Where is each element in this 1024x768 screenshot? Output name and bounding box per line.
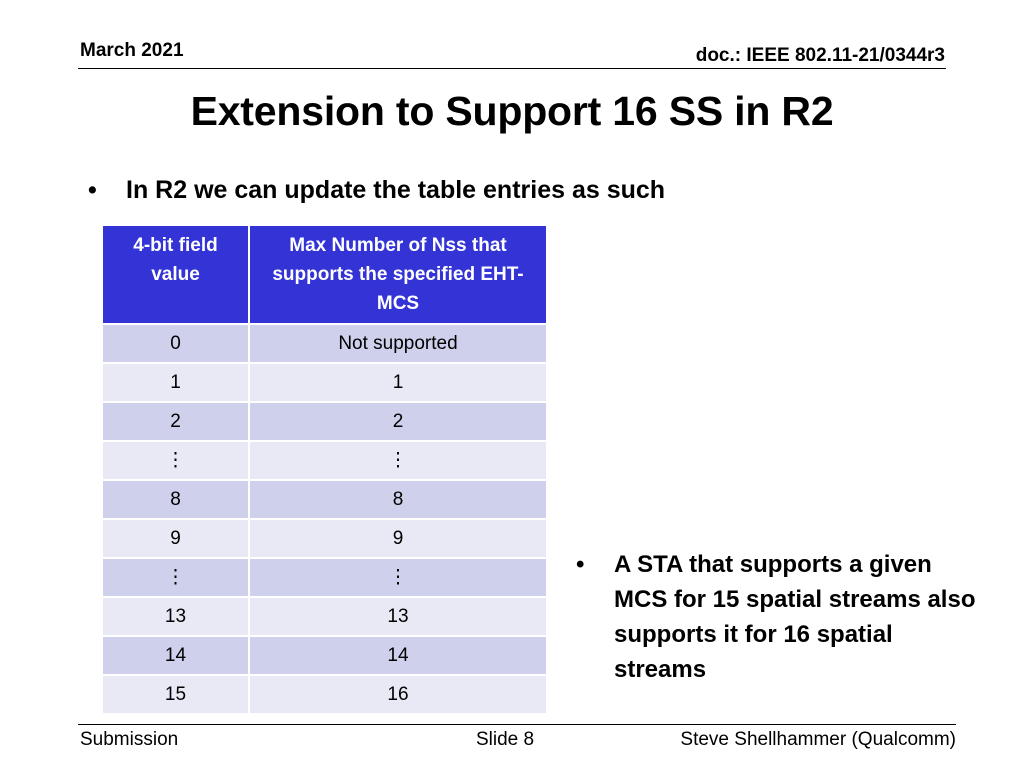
footer-divider <box>78 724 956 725</box>
bullet-note: • A STA that supports a given MCS for 15… <box>576 547 986 687</box>
bullet-note-text: A STA that supports a given MCS for 15 s… <box>614 551 976 683</box>
cell-field-value: 2 <box>103 401 250 441</box>
table-row: ⋮ ⋮ <box>103 557 546 597</box>
cell-field-value: ⋮ <box>103 557 250 597</box>
cell-max-nss: 1 <box>249 362 546 402</box>
cell-field-value: 15 <box>103 674 250 713</box>
bullet-marker: • <box>576 551 585 578</box>
bullet-intro-text: In R2 we can update the table entries as… <box>126 176 666 204</box>
cell-field-value: 8 <box>103 479 250 519</box>
cell-max-nss: Not supported <box>249 323 546 363</box>
footer-author: Steve Shellhammer (Qualcomm) <box>680 729 956 750</box>
footer-submission: Submission <box>80 729 179 750</box>
table-row: 15 16 <box>103 674 546 713</box>
table-row: ⋮ ⋮ <box>103 440 546 480</box>
cell-max-nss: 16 <box>249 674 546 713</box>
header-divider <box>78 68 946 69</box>
cell-field-value: 13 <box>103 596 250 636</box>
cell-max-nss: ⋮ <box>249 440 546 480</box>
cell-max-nss: 13 <box>249 596 546 636</box>
header-doc-id: doc.: IEEE 802.11-21/0344r3 <box>695 45 945 66</box>
cell-max-nss: 9 <box>249 518 546 558</box>
cell-max-nss: 2 <box>249 401 546 441</box>
table-row: 0 Not supported <box>103 323 546 363</box>
cell-max-nss: ⋮ <box>249 557 546 597</box>
table-header-row: 4-bit field value Max Number of Nss that… <box>103 226 546 324</box>
cell-field-value: 0 <box>103 323 250 363</box>
cell-field-value: 1 <box>103 362 250 402</box>
nss-mapping-table: 4-bit field value Max Number of Nss that… <box>103 226 546 713</box>
column-header-max-nss: Max Number of Nss that supports the spec… <box>249 226 546 324</box>
slide-title: Extension to Support 16 SS in R2 <box>190 88 834 134</box>
footer-slide-number: Slide 8 <box>476 729 535 750</box>
cell-field-value: 9 <box>103 518 250 558</box>
table-row: 14 14 <box>103 635 546 675</box>
column-header-field-value: 4-bit field value <box>103 226 250 324</box>
bullet-marker: • <box>88 176 97 204</box>
bullet-intro: • In R2 we can update the table entries a… <box>88 176 665 205</box>
table-row: 13 13 <box>103 596 546 636</box>
cell-field-value: 14 <box>103 635 250 675</box>
header-date: March 2021 <box>80 40 184 61</box>
cell-field-value: ⋮ <box>103 440 250 480</box>
cell-max-nss: 14 <box>249 635 546 675</box>
cell-max-nss: 8 <box>249 479 546 519</box>
